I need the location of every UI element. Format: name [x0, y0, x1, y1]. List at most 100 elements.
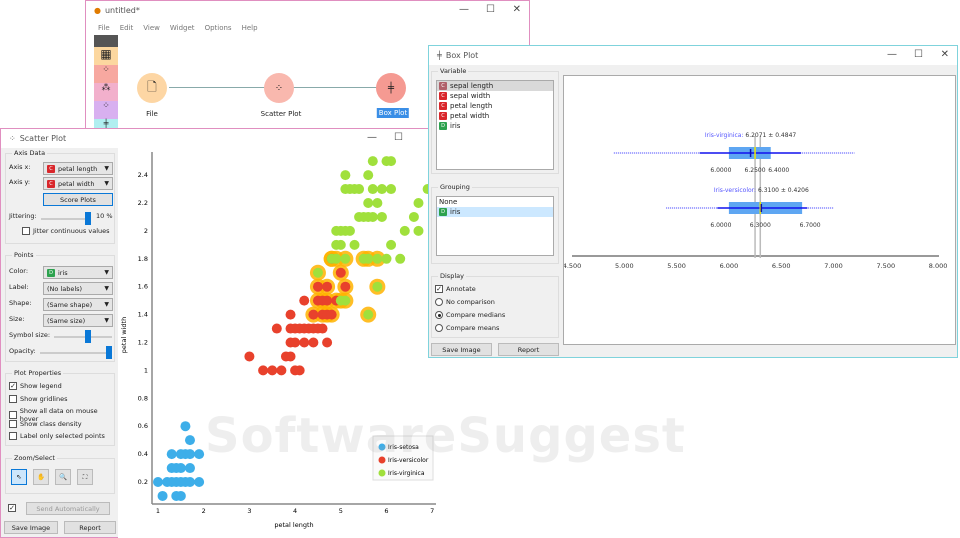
data-point-iris-setosa[interactable] [184, 449, 195, 460]
minimize-button[interactable]: — [367, 132, 377, 143]
symbol-size-slider[interactable] [54, 330, 112, 343]
data-point-iris-virginica[interactable] [376, 184, 387, 195]
report-button[interactable]: Report [64, 521, 116, 534]
data-point-iris-versicolor[interactable] [335, 267, 346, 278]
data-point-iris-virginica[interactable] [372, 253, 383, 264]
data-point-iris-virginica[interactable] [395, 253, 406, 264]
close-button[interactable]: ✕ [940, 49, 949, 60]
data-point-iris-versicolor[interactable] [308, 337, 319, 348]
menu-edit[interactable]: Edit [119, 24, 134, 32]
menu-widget[interactable]: Widget [169, 24, 195, 32]
data-point-iris-setosa[interactable] [166, 449, 177, 460]
maximize-button[interactable]: ☐ [486, 4, 495, 15]
data-point-iris-versicolor[interactable] [312, 281, 323, 292]
data-point-iris-virginica[interactable] [386, 184, 397, 195]
data-point-iris-virginica[interactable] [367, 184, 378, 195]
data-point-iris-setosa[interactable] [175, 490, 186, 501]
data-point-iris-virginica[interactable] [340, 295, 351, 306]
box-iris-virginica[interactable]: Iris-virginica: 6.2071 ± 0.4847 6.0000 6.2… [613, 132, 855, 174]
data-point-iris-versicolor[interactable] [258, 365, 269, 376]
menu-view[interactable]: View [143, 24, 160, 32]
data-point-iris-setosa[interactable] [153, 477, 163, 487]
data-point-iris-setosa[interactable] [184, 477, 195, 487]
data-point-iris-virginica[interactable] [312, 267, 323, 278]
annotate-checkbox[interactable]: ✓ Annotate [435, 285, 476, 293]
menu-file[interactable]: File [98, 24, 110, 32]
data-point-iris-setosa[interactable] [184, 435, 195, 446]
slider-handle[interactable] [85, 330, 92, 343]
data-point-iris-versicolor[interactable] [290, 337, 301, 348]
data-point-iris-virginica[interactable] [363, 170, 374, 181]
data-point-iris-virginica[interactable] [408, 211, 419, 222]
jittering-slider[interactable] [41, 212, 91, 225]
score-plots-button[interactable]: Score Plots [43, 193, 113, 206]
data-point-iris-versicolor[interactable] [308, 309, 319, 320]
checkbox-show-legend[interactable]: ✓ Show legend [9, 382, 62, 390]
data-point-iris-setosa[interactable] [157, 490, 168, 501]
scatter2-icon[interactable]: ⁘ [94, 101, 118, 119]
menu-help[interactable]: Help [241, 24, 258, 32]
data-point-iris-virginica[interactable] [367, 156, 378, 167]
jitter-continuous-checkbox[interactable]: Jitter continuous values [22, 227, 110, 235]
minimize-button[interactable]: — [459, 4, 469, 15]
node-box-plot[interactable]: ╪ [376, 73, 406, 103]
save-image-button[interactable]: Save Image [4, 521, 58, 534]
data-point-iris-virginica[interactable] [344, 225, 355, 236]
label-select[interactable]: (No labels) ▼ [43, 282, 113, 295]
data-point-iris-versicolor[interactable] [276, 365, 287, 376]
size-select[interactable]: (Same size) ▼ [43, 314, 113, 327]
menu-options[interactable]: Options [204, 24, 232, 32]
data-point-iris-setosa[interactable] [175, 463, 186, 474]
data-point-iris-versicolor[interactable] [322, 281, 333, 292]
pan-hand-icon[interactable]: ✋ [33, 469, 49, 485]
radio-compare-medians[interactable]: Compare medians [435, 311, 505, 319]
data-point-iris-versicolor[interactable] [340, 281, 351, 292]
data-point-iris-virginica[interactable] [386, 156, 397, 167]
scatter-plot-chart[interactable]: 1 2 3 4 5 6 7 0.2 0.4 0.6 0.8 1 1.2 1.4 1.6 1.8 2 2.2 2.4 p… [118, 147, 438, 538]
data-point-iris-versicolor[interactable] [244, 351, 255, 362]
data-point-iris-virginica[interactable] [363, 198, 374, 208]
data-point-iris-versicolor[interactable] [285, 309, 296, 320]
save-image-button[interactable]: Save Image [431, 343, 492, 356]
data-point-iris-setosa[interactable] [180, 421, 191, 432]
data-point-iris-virginica[interactable] [349, 239, 360, 250]
data-point-iris-versicolor[interactable] [267, 365, 278, 376]
data-point-iris-virginica[interactable] [413, 198, 424, 208]
checkbox-show-all-data-on-mouse-hover[interactable]: Show all data on mouse hover [9, 407, 114, 423]
data-point-iris-virginica[interactable] [413, 225, 424, 236]
data-point-iris-virginica[interactable] [376, 211, 387, 222]
data-point-iris-setosa[interactable] [184, 463, 195, 474]
data-point-iris-virginica[interactable] [386, 239, 397, 250]
report-button[interactable]: Report [498, 343, 559, 356]
maximize-button[interactable]: ☐ [394, 132, 403, 143]
data-point-iris-versicolor[interactable] [271, 323, 282, 334]
data-point-iris-versicolor[interactable] [326, 309, 337, 320]
box-iris-versicolor[interactable]: Iris-versicolor: 6.3100 ± 0.4206 6.0000 6.… [666, 187, 834, 229]
data-point-iris-versicolor[interactable] [285, 351, 296, 362]
scatter-icon[interactable]: ⁘ [94, 65, 118, 83]
radio-no-comparison[interactable]: No comparison [435, 298, 495, 306]
box-plot-chart[interactable]: 4.500 5.000 5.500 6.000 6.500 7.000 7.500 8.000… [563, 75, 956, 345]
slider-handle[interactable] [85, 212, 91, 225]
table-icon[interactable]: ▦ [94, 47, 118, 65]
data-point-iris-virginica[interactable] [354, 184, 365, 195]
close-button[interactable]: ✕ [512, 4, 521, 15]
data-point-iris-virginica[interactable] [363, 253, 374, 264]
data-point-iris-virginica[interactable] [372, 198, 383, 208]
maximize-button[interactable]: ☐ [914, 49, 923, 60]
data-point-iris-versicolor[interactable] [322, 337, 333, 348]
checkbox-label-only-selected-points[interactable]: Label only selected points [9, 432, 105, 440]
node-scatter-plot[interactable]: ⁘ [264, 73, 294, 103]
data-point-iris-versicolor[interactable] [299, 337, 310, 348]
send-automatically-button[interactable]: Send Automatically [26, 502, 110, 515]
data-point-iris-versicolor[interactable] [322, 295, 333, 306]
radio-compare-means[interactable]: Compare means [435, 324, 499, 332]
